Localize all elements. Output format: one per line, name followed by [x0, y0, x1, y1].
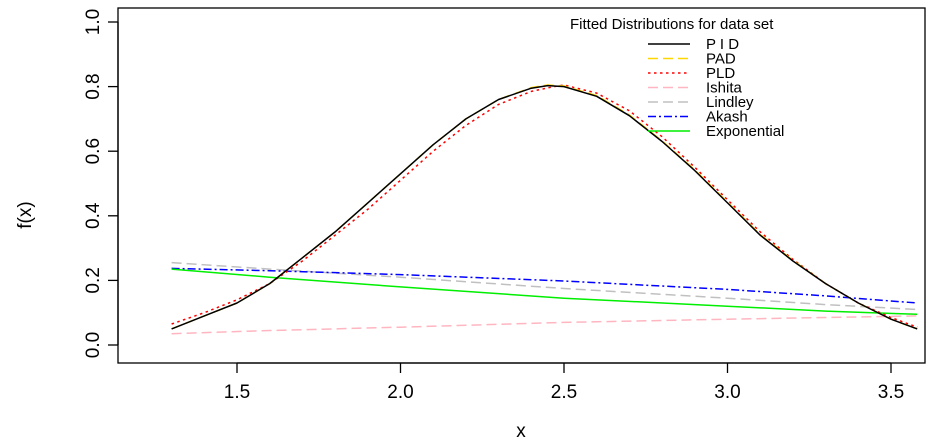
x-tick-label: 1.5 [224, 382, 250, 403]
series-line-ishita [171, 315, 918, 335]
x-tick-label: 3.5 [878, 382, 904, 403]
legend-label: P I D [706, 36, 739, 53]
legend-label: Exponential [706, 123, 784, 140]
legend-label: Lindley [706, 94, 754, 111]
legend-title: Fitted Distributions for data set [570, 16, 774, 33]
y-tick-label: 0.4 [83, 202, 104, 229]
series-line-exponential [171, 268, 918, 316]
y-tick-label: 0.6 [83, 138, 104, 164]
x-tick-label: 2.5 [551, 382, 577, 403]
y-axis-label: f(x) [15, 201, 36, 228]
series-line-akash [171, 267, 918, 304]
x-tick-label: 2.0 [387, 382, 413, 403]
y-axis: 0.0 0.2 0.4 0.6 0.8 1.0 [83, 9, 119, 358]
x-tick-label: 3.0 [714, 382, 740, 403]
legend-label: Akash [706, 109, 748, 126]
y-tick-label: 0.2 [83, 267, 104, 293]
series-layer [171, 84, 918, 335]
series-line-pad [171, 84, 918, 330]
y-tick-label: 0.8 [83, 73, 104, 99]
legend-label: PLD [706, 65, 735, 82]
legend-label: PAD [706, 51, 736, 68]
series-line-pld [171, 84, 918, 328]
legend-label: Ishita [706, 80, 743, 97]
x-axis: 1.5 2.0 2.5 3.0 3.5 [224, 362, 904, 403]
x-axis-label: x [516, 421, 526, 442]
legend: Fitted Distributions for data set P I DP… [570, 16, 784, 140]
y-tick-label: 0.0 [83, 332, 104, 358]
series-line-p-i-d [171, 84, 918, 330]
series-line-lindley [171, 261, 918, 311]
y-tick-label: 1.0 [83, 9, 104, 35]
